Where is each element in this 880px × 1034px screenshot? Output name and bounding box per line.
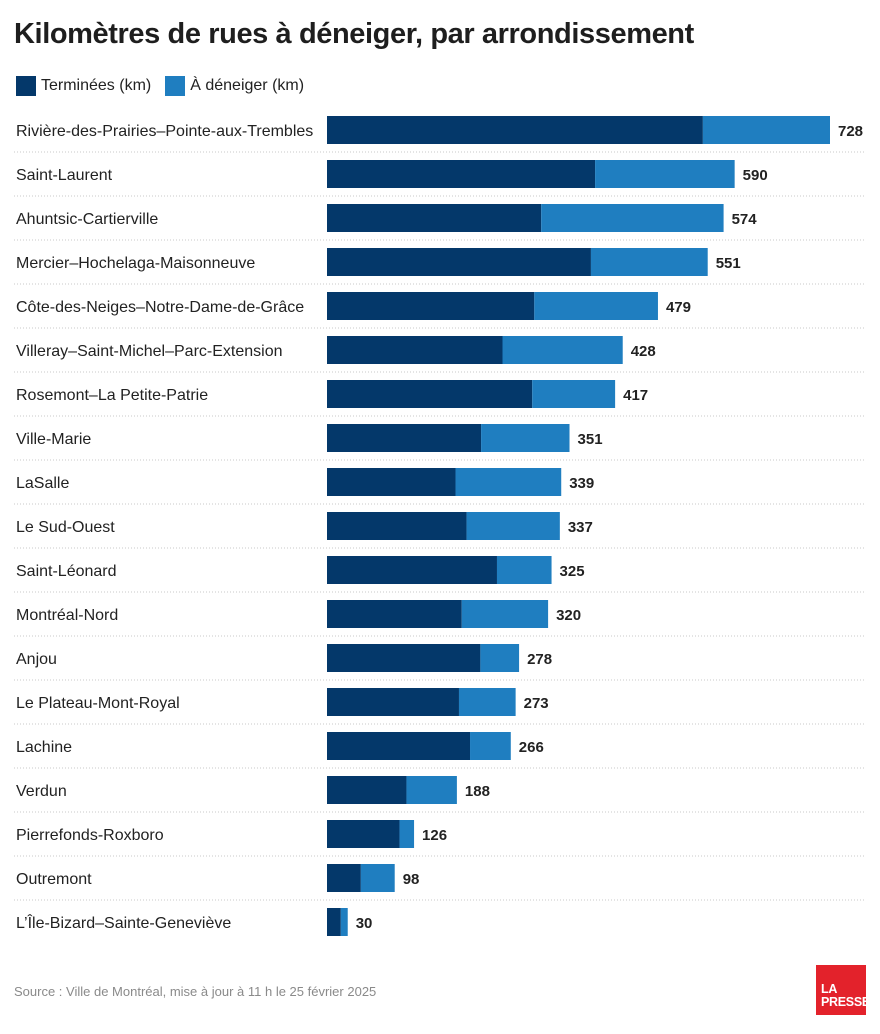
bar-remaining <box>406 776 457 804</box>
bar-remaining <box>458 688 516 716</box>
total-value-label: 551 <box>716 255 741 272</box>
legend-label-remaining: À déneiger (km) <box>190 77 305 94</box>
bar-completed <box>327 424 482 452</box>
legend-swatch-completed <box>16 76 36 96</box>
bar-remaining <box>502 336 623 364</box>
bar-completed <box>327 380 533 408</box>
category-label: Mercier–Hochelaga-Maisonneuve <box>16 255 255 272</box>
bar-remaining <box>590 248 708 276</box>
category-label: Le Plateau-Mont-Royal <box>16 695 180 712</box>
bar-remaining <box>595 160 735 188</box>
bar-remaining <box>541 204 724 232</box>
chart-title: Kilomètres de rues à déneiger, par arron… <box>14 18 694 50</box>
legend-label-completed: Terminées (km) <box>41 77 152 94</box>
category-label: Côte-des-Neiges–Notre-Dame-de-Grâce <box>16 299 304 316</box>
total-value-label: 188 <box>465 783 490 800</box>
total-value-label: 339 <box>569 475 594 492</box>
bar-remaining <box>399 820 415 848</box>
bar-completed <box>327 248 591 276</box>
bar-completed <box>327 820 400 848</box>
total-value-label: 98 <box>403 871 420 888</box>
category-label: Montréal-Nord <box>16 607 118 624</box>
category-label: Pierrefonds-Roxboro <box>16 827 164 844</box>
bar-completed <box>327 468 456 496</box>
legend: Terminées (km) À déneiger (km) <box>16 75 318 97</box>
total-value-label: 30 <box>356 915 373 932</box>
bar-completed <box>327 864 361 892</box>
bar-remaining <box>702 116 830 144</box>
total-value-label: 266 <box>519 739 544 756</box>
category-label: Anjou <box>16 651 57 668</box>
category-label: Saint-Laurent <box>16 167 113 184</box>
bar-remaining <box>534 292 658 320</box>
category-label: Saint-Léonard <box>16 563 117 580</box>
bar-completed <box>327 336 503 364</box>
total-value-label: 728 <box>838 123 863 140</box>
stacked-bar-chart: Rivière-des-Prairies–Pointe-aux-Trembles… <box>14 116 866 936</box>
total-value-label: 337 <box>568 519 593 536</box>
bar-completed <box>327 292 535 320</box>
category-label: L’Île-Bizard–Sainte-Geneviève <box>16 913 231 932</box>
bar-completed <box>327 732 471 760</box>
total-value-label: 351 <box>578 431 603 448</box>
category-label: Ville-Marie <box>16 431 91 448</box>
bar-remaining <box>340 908 348 936</box>
category-label: Villeray–Saint-Michel–Parc-Extension <box>16 343 283 360</box>
category-label: Le Sud-Ouest <box>16 519 115 536</box>
bar-remaining <box>466 512 560 540</box>
category-label: Rosemont–La Petite-Patrie <box>16 387 208 404</box>
total-value-label: 428 <box>631 343 656 360</box>
bar-completed <box>327 600 462 628</box>
category-label: Lachine <box>16 739 72 756</box>
bar-completed <box>327 204 542 232</box>
bar-completed <box>327 512 467 540</box>
bar-completed <box>327 688 459 716</box>
category-label: Verdun <box>16 783 67 800</box>
category-label: Ahuntsic-Cartierville <box>16 211 158 228</box>
source-note: Source : Ville de Montréal, mise à jour … <box>14 984 377 999</box>
bar-remaining <box>470 732 511 760</box>
legend-swatch-remaining <box>165 76 186 96</box>
bar-remaining <box>480 644 520 672</box>
bar-completed <box>327 908 341 936</box>
total-value-label: 479 <box>666 299 691 316</box>
bar-remaining <box>360 864 395 892</box>
bar-remaining <box>461 600 549 628</box>
total-value-label: 417 <box>623 387 648 404</box>
bar-remaining <box>481 424 570 452</box>
bar-completed <box>327 556 497 584</box>
bar-completed <box>327 644 481 672</box>
total-value-label: 325 <box>560 563 585 580</box>
category-label: Rivière-des-Prairies–Pointe-aux-Trembles <box>16 123 313 140</box>
category-label: Outremont <box>16 871 92 888</box>
bar-completed <box>327 776 407 804</box>
bar-completed <box>327 160 596 188</box>
bar-remaining <box>496 556 552 584</box>
total-value-label: 278 <box>527 651 552 668</box>
total-value-label: 273 <box>524 695 549 712</box>
bar-remaining <box>532 380 616 408</box>
total-value-label: 574 <box>732 211 758 228</box>
bar-remaining <box>455 468 562 496</box>
category-label: LaSalle <box>16 475 69 492</box>
total-value-label: 320 <box>556 607 581 624</box>
total-value-label: 590 <box>743 167 768 184</box>
la-presse-logo: LA PRESSE <box>816 965 870 1015</box>
total-value-label: 126 <box>422 827 447 844</box>
bar-completed <box>327 116 703 144</box>
